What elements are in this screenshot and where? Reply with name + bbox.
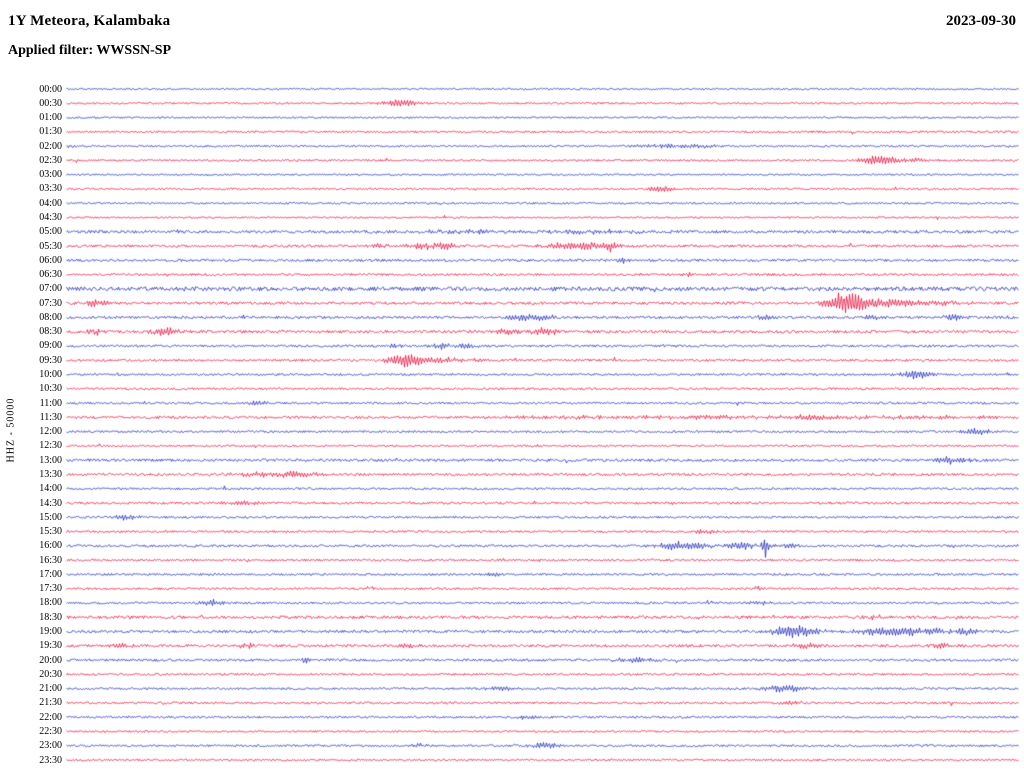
- time-label: 18:30: [39, 611, 62, 623]
- time-label: 03:30: [39, 183, 62, 195]
- time-label: 13:00: [39, 454, 62, 466]
- time-label: 06:30: [39, 269, 62, 281]
- time-label: 23:30: [39, 754, 62, 766]
- time-label: 18:00: [39, 597, 62, 609]
- date-label: 2023-09-30: [946, 13, 1016, 29]
- time-label: 16:30: [39, 554, 62, 566]
- time-label: 17:30: [39, 583, 62, 595]
- time-label: 12:00: [39, 426, 62, 438]
- time-label: 11:30: [39, 411, 62, 423]
- filter-label: Applied filter: WWSSN-SP: [8, 43, 172, 58]
- time-label: 08:00: [39, 311, 62, 323]
- time-label: 09:00: [39, 340, 62, 352]
- time-label: 05:00: [39, 226, 62, 238]
- time-label: 05:30: [39, 240, 62, 252]
- time-label: 16:00: [39, 540, 62, 552]
- time-label: 02:30: [39, 154, 62, 166]
- time-label: 03:00: [39, 169, 62, 181]
- time-label: 21:30: [39, 697, 62, 709]
- time-label: 14:30: [39, 497, 62, 509]
- time-label: 17:00: [39, 568, 62, 580]
- time-label: 13:30: [39, 468, 62, 480]
- time-label: 08:30: [39, 326, 62, 338]
- time-label: 07:30: [39, 297, 62, 309]
- station-title: 1Y Meteora, Kalambaka: [8, 13, 171, 29]
- time-label: 07:00: [39, 283, 62, 295]
- time-label: 02:00: [39, 140, 62, 152]
- time-label: 11:00: [39, 397, 62, 409]
- time-label: 04:30: [39, 211, 62, 223]
- time-label: 15:30: [39, 526, 62, 538]
- time-label: 21:00: [39, 683, 62, 695]
- time-label: 12:30: [39, 440, 62, 452]
- time-label: 01:30: [39, 126, 62, 138]
- time-label: 15:00: [39, 511, 62, 523]
- time-label: 01:00: [39, 112, 62, 124]
- time-label: 00:00: [39, 83, 62, 95]
- time-label: 10:30: [39, 383, 62, 395]
- time-label: 19:00: [39, 626, 62, 637]
- time-label: 20:30: [39, 668, 62, 680]
- time-label: 19:30: [39, 640, 62, 652]
- time-label: 22:00: [39, 711, 62, 723]
- time-label: 22:30: [39, 725, 62, 737]
- time-label: 06:00: [39, 254, 62, 266]
- time-label: 00:30: [39, 97, 62, 109]
- time-label: 23:00: [39, 740, 62, 752]
- time-label: 04:00: [39, 197, 62, 209]
- time-label: 10:00: [39, 369, 62, 381]
- time-label: 14:00: [39, 483, 62, 495]
- time-label: 20:00: [39, 654, 62, 666]
- time-label: 09:30: [39, 354, 62, 366]
